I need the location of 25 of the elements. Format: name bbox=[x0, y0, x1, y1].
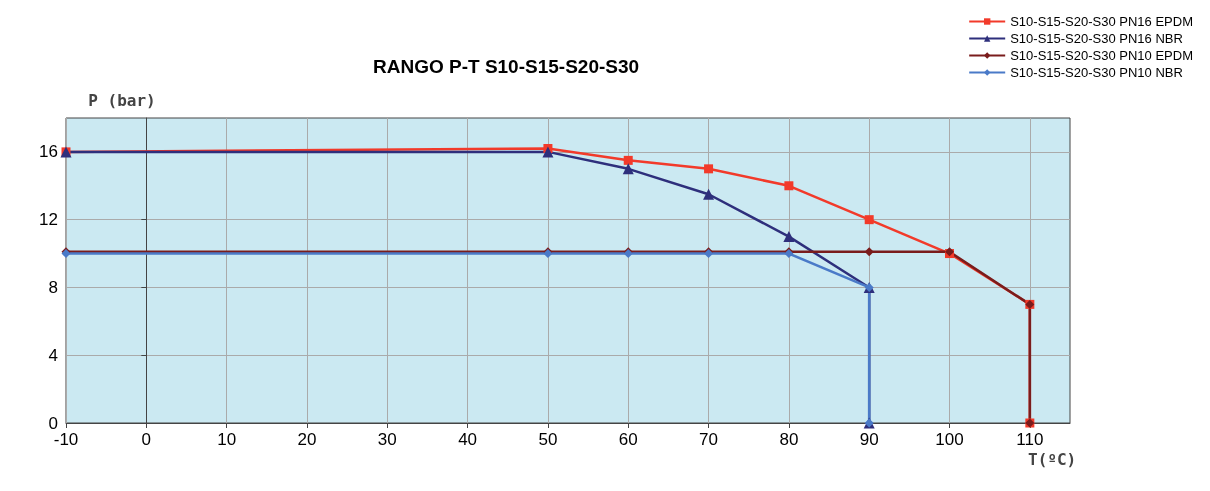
x-tick-label: 80 bbox=[779, 430, 799, 449]
x-tick-label: 110 bbox=[1016, 430, 1044, 449]
x-tick-label: -10 bbox=[53, 430, 79, 449]
x-tick-label: 100 bbox=[935, 430, 964, 449]
x-tick-label: 50 bbox=[538, 430, 558, 449]
chart-title: RANGO P-T S10-S15-S20-S30 bbox=[373, 56, 640, 77]
x-tick-label: 60 bbox=[618, 430, 638, 449]
legend-label: S10-S15-S20-S30 PN10 NBR bbox=[1010, 65, 1183, 80]
x-axis-title: T(ºC) bbox=[1028, 449, 1077, 469]
y-tick-label: 16 bbox=[39, 142, 58, 162]
x-tick-label: 30 bbox=[377, 430, 397, 449]
legend-label: S10-S15-S20-S30 PN16 EPDM bbox=[1010, 14, 1193, 29]
x-tick-label: 40 bbox=[458, 430, 478, 449]
legend-label: S10-S15-S20-S30 PN10 EPDM bbox=[1010, 48, 1193, 63]
y-axis-title: P (bar) bbox=[88, 90, 156, 110]
y-tick-label: 4 bbox=[48, 345, 58, 365]
x-tick-label: 20 bbox=[297, 430, 317, 449]
x-tick-label: 90 bbox=[859, 430, 879, 449]
y-tick-label: 8 bbox=[48, 277, 58, 297]
legend-label: S10-S15-S20-S30 PN16 NBR bbox=[1010, 31, 1183, 46]
y-tick-label: 12 bbox=[39, 210, 58, 230]
x-tick-label: 10 bbox=[217, 430, 237, 449]
y-tick-label: 0 bbox=[48, 413, 58, 433]
x-tick-label: 0 bbox=[141, 430, 152, 449]
x-tick-label: 70 bbox=[699, 430, 719, 449]
